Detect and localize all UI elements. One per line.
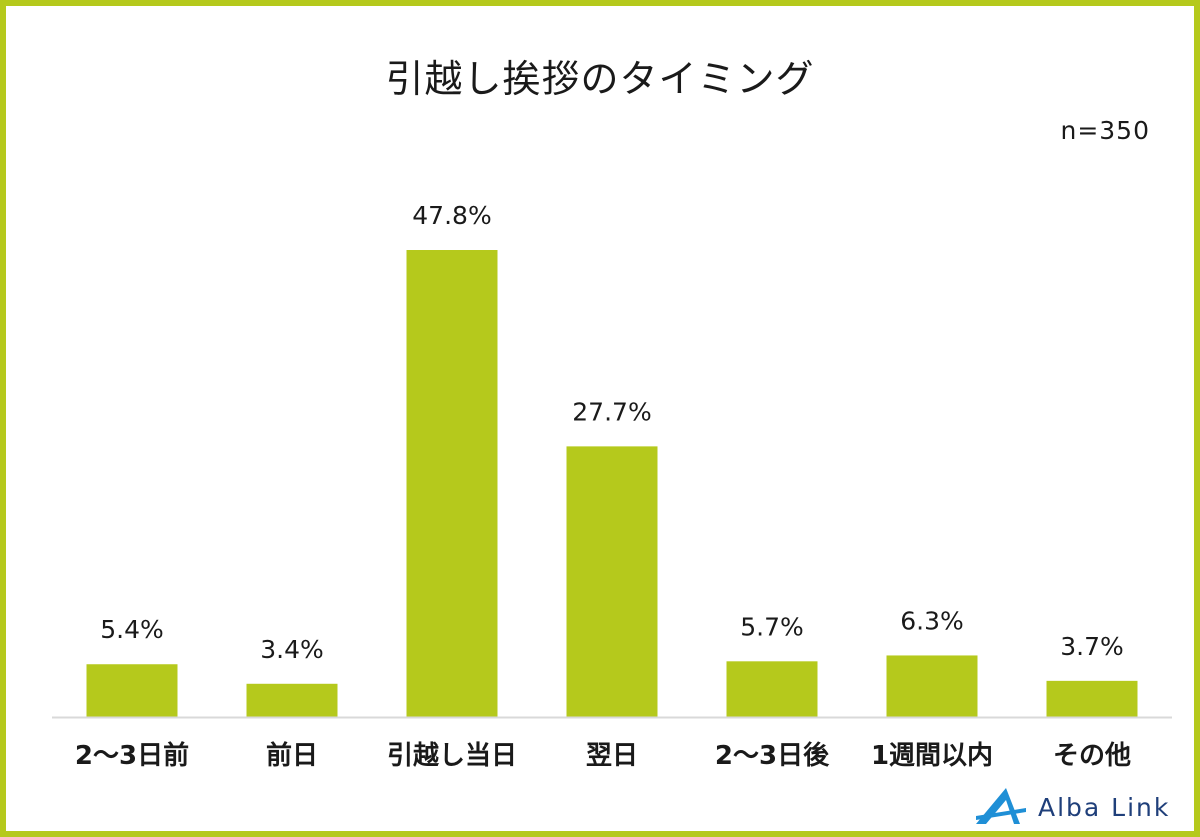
brand-name: Alba Link [1038,793,1171,822]
category-label-1: 2～3日前 [75,740,189,771]
bar-6 [886,655,978,717]
bar-2 [246,683,338,717]
alba-link-logo-icon [976,788,1026,824]
category-label-2: 前日 [266,740,318,771]
bar-1 [86,664,178,717]
bar-4 [566,446,658,717]
value-label-3: 47.8% [412,201,491,230]
category-label-6: 1週間以内 [871,741,993,771]
value-label-7: 3.7% [1060,632,1124,661]
chart-title: 引越し挨拶のタイミング [385,57,815,101]
category-label-5: 2～3日後 [715,740,830,771]
category-label-4: 翌日 [586,741,638,771]
category-label-3: 引越し当日 [387,741,517,771]
sample-size-label: n=350 [1060,116,1150,145]
value-label-1: 5.4% [100,615,164,644]
value-label-6: 6.3% [900,606,964,635]
value-label-4: 27.7% [572,397,651,426]
value-label-2: 3.4% [260,635,324,664]
value-label-5: 5.7% [740,612,804,641]
bar-5 [726,661,818,717]
bar-3 [406,250,498,717]
category-label-7: その他 [1053,741,1131,771]
bar-7 [1046,680,1138,717]
